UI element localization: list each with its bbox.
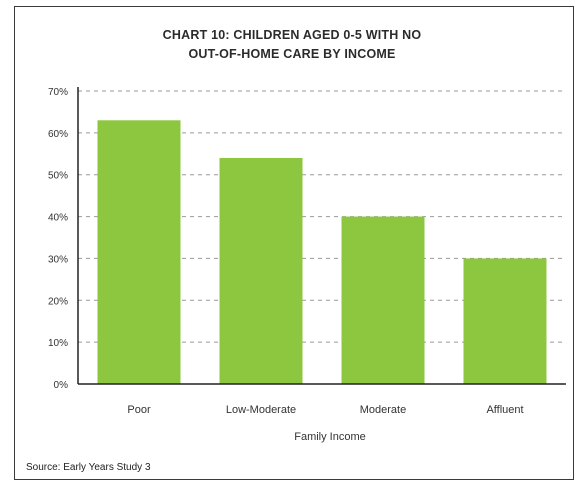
x-tick-label: Poor (127, 404, 151, 416)
y-tick-label-20: 20% (48, 296, 68, 307)
y-tick-label-70: 70% (48, 87, 68, 98)
x-axis-title: Family Income (294, 431, 366, 443)
y-tick-label-40: 40% (48, 213, 68, 224)
y-tick-label-60: 60% (48, 129, 68, 140)
chart-title-line-2: OUT-OF-HOME CARE BY INCOME (188, 47, 396, 61)
bar-affluent (463, 258, 547, 384)
x-tick-label: Low-Moderate (226, 404, 296, 416)
chart-title-line-1: CHART 10: CHILDREN AGED 0-5 WITH NO (162, 28, 422, 42)
y-tick-label-10: 10% (48, 338, 68, 349)
bar-low-moderate (219, 157, 303, 384)
bar-poor (97, 120, 181, 385)
x-tick-label: Moderate (360, 404, 406, 416)
y-tick-label-0: 0% (54, 380, 69, 391)
y-tick-label-30: 30% (48, 254, 68, 265)
bar-moderate (341, 216, 425, 384)
y-tick-label-50: 50% (48, 171, 68, 182)
source-note: Source: Early Years Study 3 (26, 462, 151, 473)
x-tick-label: Affluent (486, 404, 523, 416)
